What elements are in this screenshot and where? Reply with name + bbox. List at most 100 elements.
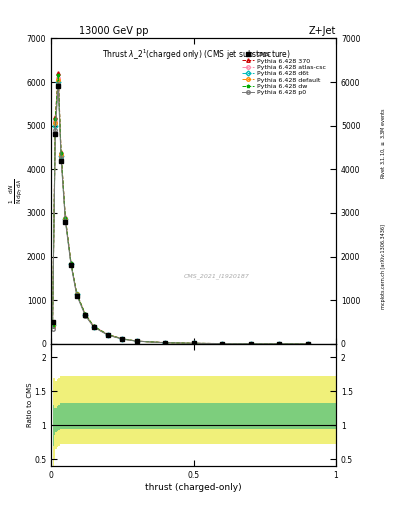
CMS [59,158,63,164]
Pythia 6.428 default [56,77,61,83]
Pythia 6.428 370 [92,323,96,329]
Pythia 6.428 default [74,291,79,297]
Text: 13000 GeV pp: 13000 GeV pp [79,26,148,36]
CMS [69,262,73,268]
Line: Pythia 6.428 370: Pythia 6.428 370 [51,72,309,346]
CMS [305,340,310,347]
Pythia 6.428 d6t [134,338,139,344]
Pythia 6.428 default [134,338,139,344]
Pythia 6.428 atlas-csc [248,340,253,347]
Pythia 6.428 dw [92,324,96,330]
Pythia 6.428 370 [191,340,196,346]
Pythia 6.428 dw [83,311,88,317]
CMS [53,131,58,137]
Pythia 6.428 dw [220,340,224,347]
CMS [74,293,79,299]
Pythia 6.428 d6t [63,217,68,223]
Pythia 6.428 d6t [53,122,58,129]
X-axis label: thrust (charged-only): thrust (charged-only) [145,482,242,492]
CMS [220,340,224,347]
Pythia 6.428 370 [59,149,63,155]
Pythia 6.428 atlas-csc [191,340,196,347]
Pythia 6.428 default [120,336,125,342]
Pythia 6.428 d6t [220,340,224,347]
Pythia 6.428 dw [69,260,73,266]
Pythia 6.428 default [106,332,110,338]
Pythia 6.428 p0 [106,332,110,338]
Pythia 6.428 d6t [92,324,96,330]
CMS [163,339,167,346]
Line: Pythia 6.428 d6t: Pythia 6.428 d6t [51,80,309,346]
Pythia 6.428 atlas-csc [50,323,55,329]
Pythia 6.428 atlas-csc [59,151,63,157]
Pythia 6.428 dw [120,336,125,342]
Pythia 6.428 atlas-csc [305,340,310,347]
Pythia 6.428 default [59,152,63,158]
Pythia 6.428 370 [50,323,55,329]
Pythia 6.428 370 [63,214,68,220]
Pythia 6.428 p0 [163,339,167,346]
Pythia 6.428 p0 [63,218,68,224]
Pythia 6.428 default [63,216,68,222]
Line: Pythia 6.428 p0: Pythia 6.428 p0 [51,82,309,346]
CMS [50,319,55,325]
Pythia 6.428 p0 [69,262,73,268]
Pythia 6.428 p0 [50,326,55,332]
Pythia 6.428 dw [191,340,196,346]
Pythia 6.428 default [277,340,281,347]
Pythia 6.428 dw [53,116,58,122]
Pythia 6.428 default [92,324,96,330]
Pythia 6.428 d6t [163,339,167,346]
Text: mcplots.cern.ch [arXiv:1306.3436]: mcplots.cern.ch [arXiv:1306.3436] [381,224,386,309]
Pythia 6.428 d6t [50,322,55,328]
Pythia 6.428 default [191,340,196,347]
CMS [92,324,96,330]
Pythia 6.428 atlas-csc [120,336,125,342]
Pythia 6.428 default [50,322,55,328]
Pythia 6.428 atlas-csc [83,311,88,317]
Pythia 6.428 atlas-csc [106,332,110,338]
Pythia 6.428 370 [163,339,167,346]
Pythia 6.428 d6t [277,340,281,347]
Pythia 6.428 d6t [106,332,110,338]
CMS [63,219,68,225]
CMS [106,332,110,338]
Pythia 6.428 d6t [305,340,310,347]
Pythia 6.428 370 [106,332,110,338]
Pythia 6.428 p0 [191,340,196,347]
Pythia 6.428 370 [305,340,310,347]
Pythia 6.428 d6t [83,312,88,318]
Pythia 6.428 default [69,261,73,267]
Pythia 6.428 default [248,340,253,347]
Pythia 6.428 atlas-csc [63,215,68,221]
Pythia 6.428 atlas-csc [92,324,96,330]
Pythia 6.428 p0 [59,155,63,161]
Pythia 6.428 370 [74,290,79,296]
Pythia 6.428 370 [56,70,61,76]
Pythia 6.428 atlas-csc [56,75,61,81]
Pythia 6.428 dw [134,338,139,344]
Line: CMS: CMS [51,84,309,346]
CMS [120,336,125,342]
Text: Thrust $\lambda\_2^1$(charged only) (CMS jet substructure): Thrust $\lambda\_2^1$(charged only) (CMS… [102,48,291,62]
CMS [83,312,88,318]
Pythia 6.428 dw [277,340,281,347]
Y-axis label: Ratio to CMS: Ratio to CMS [27,382,33,427]
Pythia 6.428 atlas-csc [163,339,167,346]
Line: Pythia 6.428 atlas-csc: Pythia 6.428 atlas-csc [51,76,309,346]
Pythia 6.428 370 [53,114,58,120]
Pythia 6.428 dw [305,340,310,347]
Pythia 6.428 370 [248,340,253,347]
Pythia 6.428 p0 [134,338,139,344]
Pythia 6.428 d6t [248,340,253,347]
Pythia 6.428 370 [69,260,73,266]
Pythia 6.428 atlas-csc [134,338,139,344]
Pythia 6.428 d6t [69,261,73,267]
CMS [134,338,139,344]
Pythia 6.428 370 [134,338,139,344]
Pythia 6.428 p0 [56,81,61,87]
CMS [191,340,196,347]
Line: Pythia 6.428 dw: Pythia 6.428 dw [51,74,309,346]
Pythia 6.428 370 [277,340,281,347]
Pythia 6.428 atlas-csc [74,291,79,297]
